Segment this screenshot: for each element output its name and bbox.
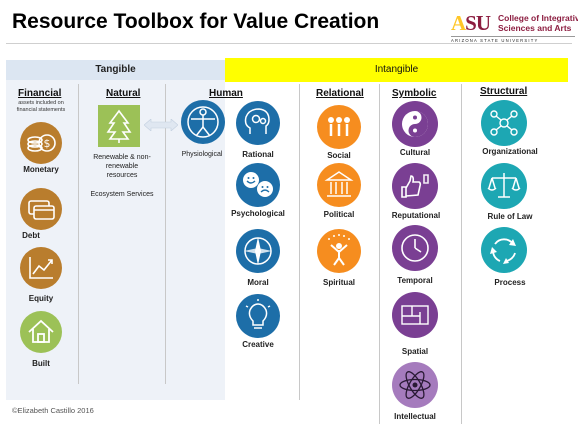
financial-header: Financial [18,88,62,99]
symbolic-item-label: Temporal [397,276,433,285]
human-item-label: Psychological [231,209,285,218]
structural-item-label: Organizational [482,147,538,156]
symbolic-item-label: Cultural [399,148,431,157]
natural-header: Natural [106,88,141,99]
relational-item-label: Spiritual [322,278,355,287]
growth-chart-icon [20,247,62,289]
relational-item-label: Political [323,210,355,219]
floor-plan-icon [392,292,438,338]
spirit-figure-icon [317,229,361,273]
vitruvian-man-icon [181,100,225,144]
human-item-label: Creative [242,340,274,349]
house-icon [20,311,62,353]
compass-icon [236,229,280,273]
tangible-band: Tangible [6,60,225,80]
clock-icon [392,225,438,271]
natural-extra-label: Ecosystem Services [90,191,154,198]
logo-college-line1: College of Integrative [498,13,578,23]
network-icon [481,100,527,146]
logo-college-line2: Sciences and Arts [498,23,572,33]
asu-logo-mark: ASU [451,11,491,35]
natural-item-label: Renewable & non-renewable resources [93,154,151,179]
people-icon [317,105,361,149]
lightbulb-icon [236,294,280,338]
copyright-notice: ©Elizabeth Castillo 2016 [12,406,94,415]
yin-yang-icon [392,101,438,147]
financial-item-label: Built [32,359,50,368]
symbolic-item-label: Intellectual [394,412,436,421]
brain-gears-icon [236,101,280,145]
column-divider [78,84,79,384]
financial-item-label: Debt [22,231,40,240]
government-building-icon [317,163,361,207]
financial-note: assets included on financial statements [16,100,66,113]
column-divider [379,84,380,424]
structural-item-label: Rule of Law [487,212,533,221]
atom-icon [392,362,438,408]
scales-icon [481,163,527,209]
column-divider [299,84,300,400]
intangible-band: Intangible [225,58,568,82]
double-arrow-icon [144,119,178,131]
symbolic-item-label: Spatial [401,347,429,356]
thumbs-icon [392,163,438,209]
human-item-label: Moral [247,278,269,287]
column-divider [165,84,166,384]
credit-cards-icon [20,188,62,230]
relational-item-label: Social [327,151,351,160]
svg-text:$: $ [44,137,51,150]
human-item-label: Physiological [181,151,223,158]
header-divider [6,43,572,44]
column-divider [461,84,462,424]
structural-header: Structural [480,86,528,97]
human-item-label: Rational [242,150,274,159]
symbolic-item-label: Reputational [391,211,441,220]
structural-item-label: Process [494,278,526,287]
asu-logo: ASU College of Integrative Sciences and … [451,10,578,43]
page-title: Resource Toolbox for Value Creation [12,10,380,33]
relational-header: Relational [316,88,364,99]
financial-item-label: Equity [28,294,54,303]
cycle-arrows-icon [481,227,527,273]
human-header: Human [209,88,243,99]
financial-item-label: Monetary [23,165,59,174]
symbolic-header: Symbolic [392,88,437,99]
logo-university: ARIZONA STATE UNIVERSITY [451,36,575,43]
smiley-faces-icon [236,163,280,207]
tree-icon [98,105,140,147]
coins-dollar-icon: $ [20,122,62,164]
